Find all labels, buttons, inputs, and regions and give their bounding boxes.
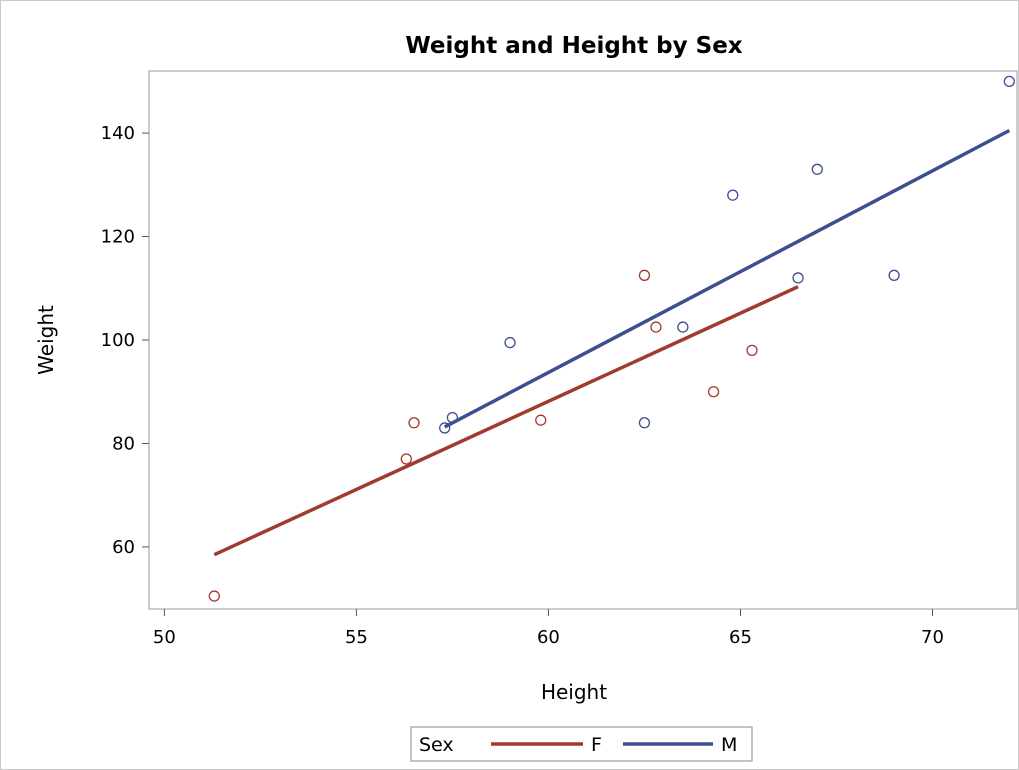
data-point (638, 269, 651, 281)
x-tick-label: 65 (729, 627, 752, 648)
y-tick-label: 100 (101, 330, 135, 351)
data-point (408, 417, 420, 429)
legend: Sex F M (410, 726, 753, 762)
series-layer (208, 75, 1015, 602)
data-point (504, 336, 516, 349)
data-point (811, 163, 823, 175)
x-tick-label: 60 (537, 627, 560, 648)
series-F (208, 269, 799, 602)
y-tick-label: 80 (112, 433, 135, 454)
data-point (746, 344, 758, 356)
data-point (446, 411, 459, 424)
data-point (707, 386, 720, 398)
data-point (650, 321, 662, 333)
x-axis: 50 55 60 65 70 (153, 609, 944, 648)
data-point (727, 189, 739, 201)
data-point (1003, 75, 1015, 87)
fit-line-M (443, 128, 1011, 429)
y-axis-label: Weight (34, 305, 58, 375)
data-point (792, 272, 804, 284)
x-tick-label: 70 (921, 627, 944, 648)
chart-title: Weight and Height by Sex (405, 33, 742, 59)
data-point (439, 422, 451, 434)
data-point (888, 269, 900, 281)
y-tick-label: 140 (101, 123, 135, 144)
legend-label-M: M (721, 734, 737, 756)
legend-label-F: F (591, 734, 602, 756)
legend-title: Sex (419, 734, 454, 756)
data-point (400, 453, 412, 465)
data-point (638, 417, 651, 429)
data-point (208, 590, 220, 602)
x-tick-label: 55 (345, 627, 368, 648)
x-axis-label: Height (541, 680, 607, 704)
data-point (677, 321, 689, 333)
fit-line-F (213, 285, 799, 557)
y-axis: 60 80 100 120 140 (101, 123, 149, 558)
data-point (535, 414, 547, 426)
x-tick-label: 50 (153, 627, 176, 648)
series-M (439, 75, 1015, 434)
y-tick-label: 120 (101, 227, 135, 248)
y-tick-label: 60 (112, 537, 135, 558)
plot-area (148, 70, 1018, 610)
